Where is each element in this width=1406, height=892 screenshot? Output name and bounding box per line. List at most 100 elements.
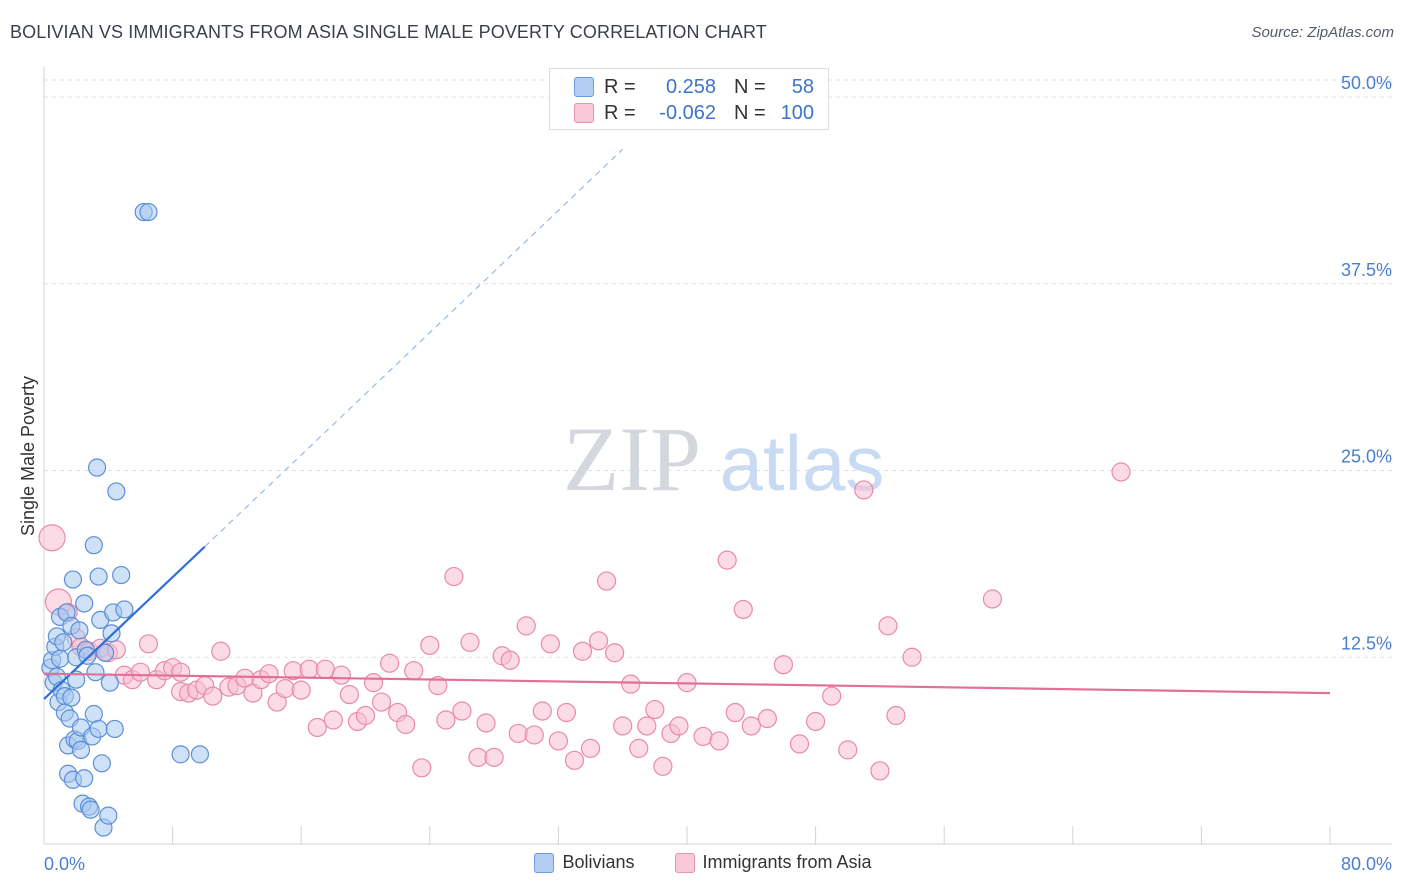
data-point-asia [653, 756, 673, 776]
n-label: N = [734, 101, 766, 124]
data-point-bolivians [95, 643, 115, 662]
data-point-asia [613, 716, 633, 736]
data-point-bolivians [67, 670, 86, 689]
data-point-asia [516, 616, 536, 636]
y-tick-label: 37.5% [1341, 260, 1392, 280]
data-point-asia [363, 673, 384, 693]
trend-lines [43, 148, 1331, 700]
data-point-bolivians [115, 600, 134, 619]
data-point-bolivians [99, 806, 118, 825]
data-point-asia [307, 717, 327, 738]
r-value-asia: -0.062 [659, 101, 716, 124]
data-point-asia [436, 710, 456, 730]
data-point-asia [524, 725, 544, 745]
legend-item-asia[interactable]: Immigrants from Asia [674, 852, 872, 873]
data-point-asia [733, 599, 753, 620]
data-point-bolivians [86, 663, 105, 682]
watermark-zip: ZIP [563, 408, 701, 510]
data-point-asia [605, 643, 625, 663]
data-point-bolivians [112, 565, 131, 585]
source-label: Source: ZipAtlas.com [1251, 24, 1394, 41]
data-point-bolivians [62, 688, 81, 707]
data-point-bolivians [75, 769, 94, 788]
stats-legend: R = 0.258 N = 58 R = -0.062 N = 100 [549, 68, 829, 130]
data-point-bolivians [54, 633, 73, 652]
data-point-asia [725, 702, 745, 723]
data-point-asia [420, 635, 440, 655]
data-point-asia [259, 664, 279, 684]
data-point-bolivians [78, 646, 97, 665]
data-point-bolivians [70, 621, 89, 640]
data-point-bolivians [100, 673, 120, 692]
data-point-bolivians [71, 740, 91, 759]
trend-bolivians-extrapolated [204, 148, 624, 548]
data-point-asia [444, 566, 464, 587]
stats-row-asia: R = -0.062 N = 100 [574, 101, 814, 125]
data-point-asia [789, 734, 810, 754]
y-tick-label: 25.0% [1341, 447, 1392, 467]
watermark: ZIP atlas [563, 408, 884, 510]
data-point-asia [468, 747, 488, 767]
data-point-asia [476, 713, 496, 733]
data-point-asia [1111, 462, 1131, 482]
blue-swatch [574, 77, 594, 97]
data-point-asia [556, 702, 577, 723]
data-point-asia [773, 655, 794, 675]
series-immigrants-from-asia [38, 462, 1131, 781]
data-point-asia [396, 714, 416, 735]
data-point-asia [669, 716, 689, 736]
data-point-asia [878, 616, 898, 636]
blue-swatch [534, 852, 555, 873]
data-point-asia [412, 758, 432, 778]
trend-asia [43, 672, 1331, 695]
data-point-asia [339, 684, 360, 705]
y-tick-label: 12.5% [1341, 633, 1392, 653]
x-tick-label: 0.0% [44, 854, 85, 874]
grid-lines [44, 79, 1392, 658]
axes [43, 66, 1392, 845]
data-point-asia [982, 589, 1003, 609]
data-point-asia [484, 747, 504, 767]
data-point-asia [452, 701, 472, 721]
data-point-asia [572, 641, 593, 661]
data-point-asia [38, 524, 66, 552]
data-point-asia [275, 679, 295, 699]
n-value-asia: 100 [780, 101, 814, 124]
data-point-asia [870, 761, 890, 781]
legend-label-bolivians: Bolivians [562, 852, 635, 872]
data-point-asia [291, 680, 311, 700]
data-point-asia [902, 647, 922, 667]
data-point-asia [693, 726, 713, 747]
data-point-bolivians [63, 570, 83, 589]
data-point-asia [709, 731, 729, 751]
data-point-asia [588, 631, 609, 651]
data-point-asia [597, 571, 617, 591]
data-point-asia [717, 550, 737, 570]
y-tick-label: 50.0% [1341, 73, 1392, 93]
data-point-asia [886, 705, 906, 726]
chart-title: BOLIVIAN VS IMMIGRANTS FROM ASIA SINGLE … [10, 22, 767, 42]
data-point-bolivians [190, 745, 210, 764]
data-point-asia [299, 659, 319, 679]
pink-swatch [674, 852, 695, 873]
data-point-asia [138, 634, 159, 654]
x-tick-label: 80.0% [1341, 854, 1392, 874]
data-point-bolivians [89, 567, 108, 586]
data-point-bolivians [84, 536, 103, 555]
data-point-asia [171, 662, 191, 682]
legend-item-bolivians[interactable]: Bolivians [534, 852, 635, 873]
data-point-asia [805, 711, 826, 732]
data-point-asia [548, 731, 569, 751]
r-label: R = [604, 75, 636, 98]
data-point-asia [331, 665, 351, 685]
r-value-bolivians: 0.258 [665, 75, 716, 98]
stats-row-bolivians: R = 0.258 N = 58 [574, 75, 814, 99]
data-point-asia [532, 701, 552, 721]
data-point-asia [508, 723, 528, 744]
data-point-bolivians [75, 594, 94, 613]
data-point-asia [355, 705, 376, 726]
n-value-bolivians: 58 [791, 75, 814, 98]
data-point-asia [838, 740, 858, 760]
data-point-bolivians [139, 202, 158, 222]
